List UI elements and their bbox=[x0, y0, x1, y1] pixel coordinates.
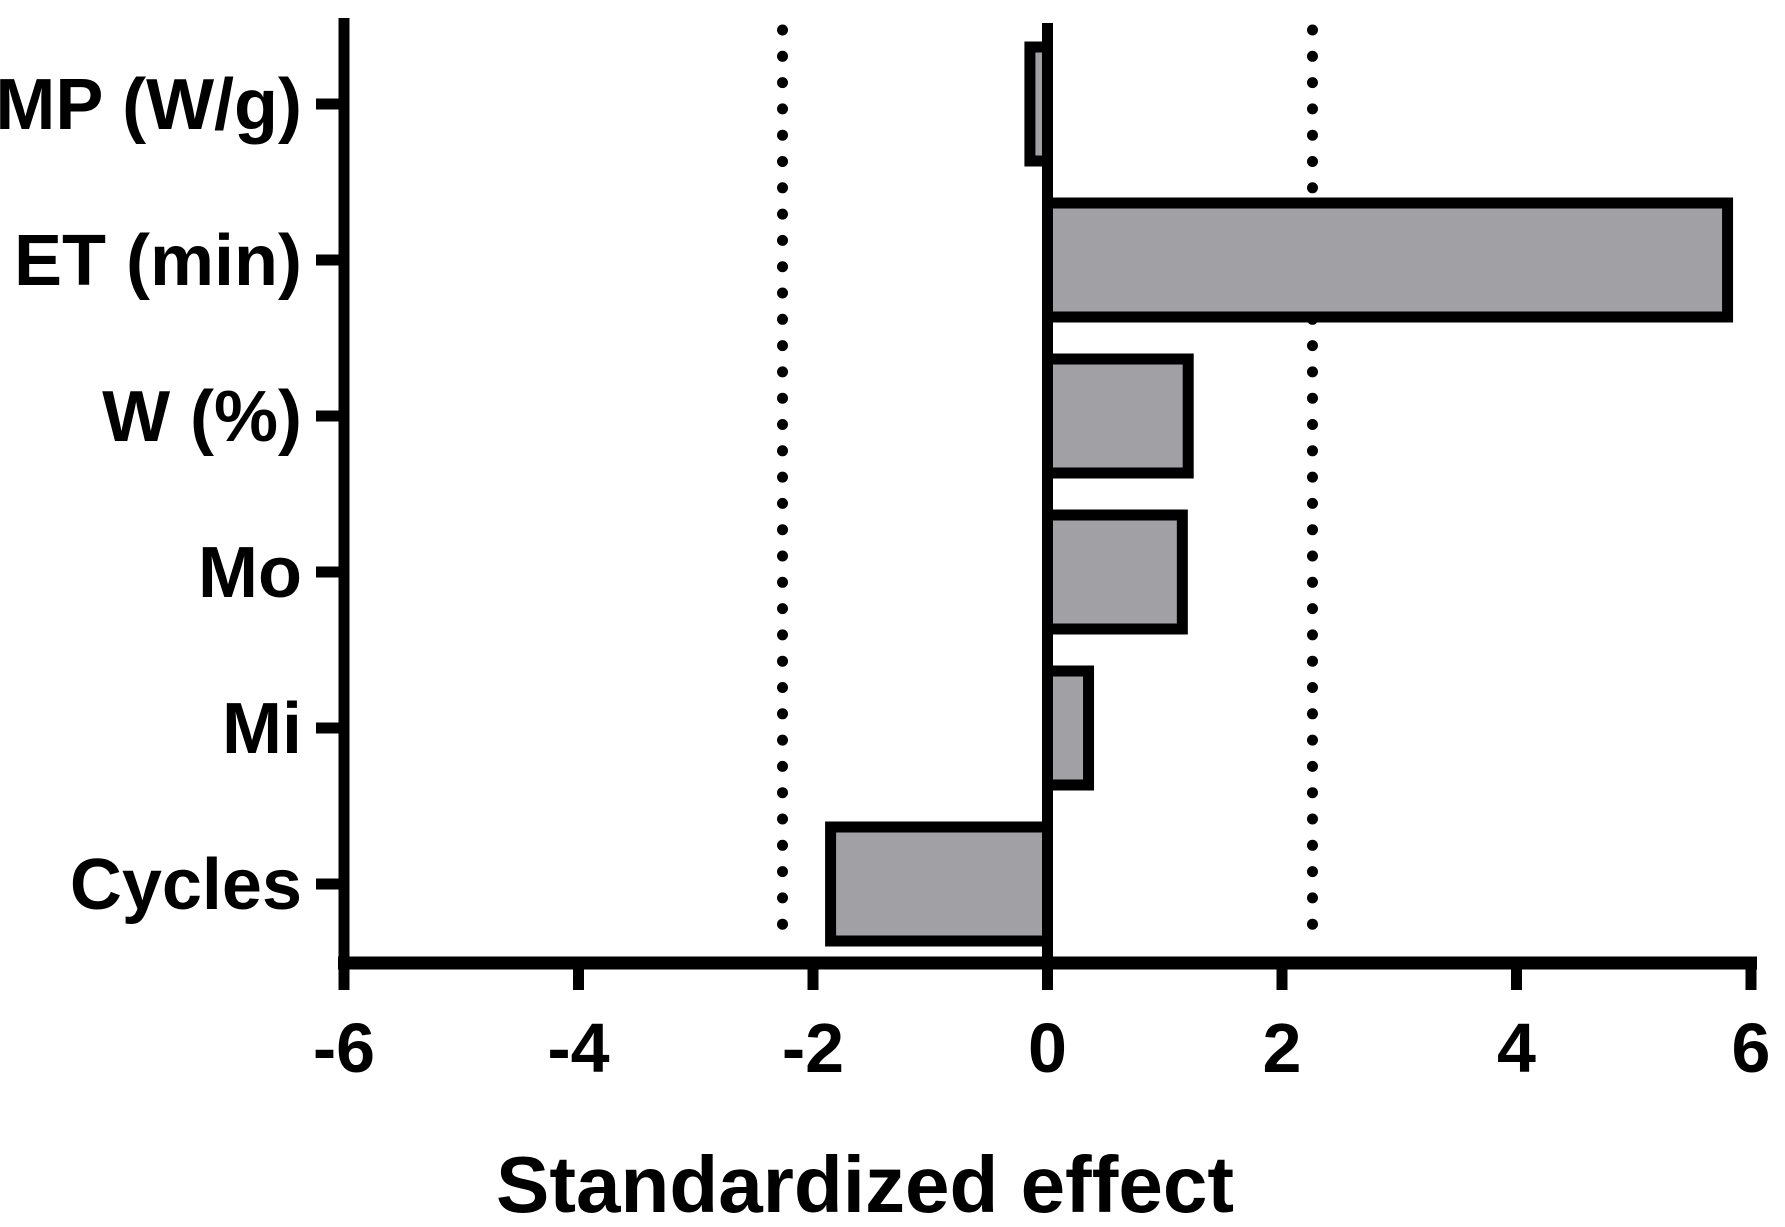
bar-w bbox=[1042, 353, 1194, 479]
x-tick-label: -2 bbox=[782, 1009, 844, 1087]
effect-bars bbox=[825, 41, 1734, 947]
bar-cycles bbox=[825, 821, 1054, 947]
x-tick-label: 4 bbox=[1497, 1009, 1536, 1087]
category-label: MP (W/g) bbox=[0, 65, 302, 145]
x-tick-label: 0 bbox=[1028, 1009, 1067, 1087]
x-tick-label: 2 bbox=[1263, 1009, 1302, 1087]
bar-et-min bbox=[1042, 197, 1734, 323]
x-tick-label: -6 bbox=[313, 1009, 375, 1087]
category-label: Mi bbox=[222, 689, 302, 769]
axes bbox=[316, 18, 1757, 990]
significance-reference-lines bbox=[777, 24, 1318, 956]
category-label: Mo bbox=[198, 533, 302, 613]
x-tick-label: -4 bbox=[547, 1009, 609, 1087]
category-label: ET (min) bbox=[14, 221, 302, 301]
bar-mi bbox=[1042, 665, 1095, 791]
x-axis-title: Standardized effect bbox=[496, 1140, 1234, 1227]
category-label: Cycles bbox=[70, 845, 302, 925]
x-tick-label: 6 bbox=[1732, 1009, 1771, 1087]
category-label: W (%) bbox=[102, 377, 302, 457]
bar-mo bbox=[1042, 509, 1188, 635]
x-axis-tick-labels: -6 -4 -2 0 2 4 6 bbox=[313, 1009, 1771, 1087]
category-labels: MP (W/g) ET (min) W (%) Mo Mi Cycles bbox=[0, 65, 302, 925]
